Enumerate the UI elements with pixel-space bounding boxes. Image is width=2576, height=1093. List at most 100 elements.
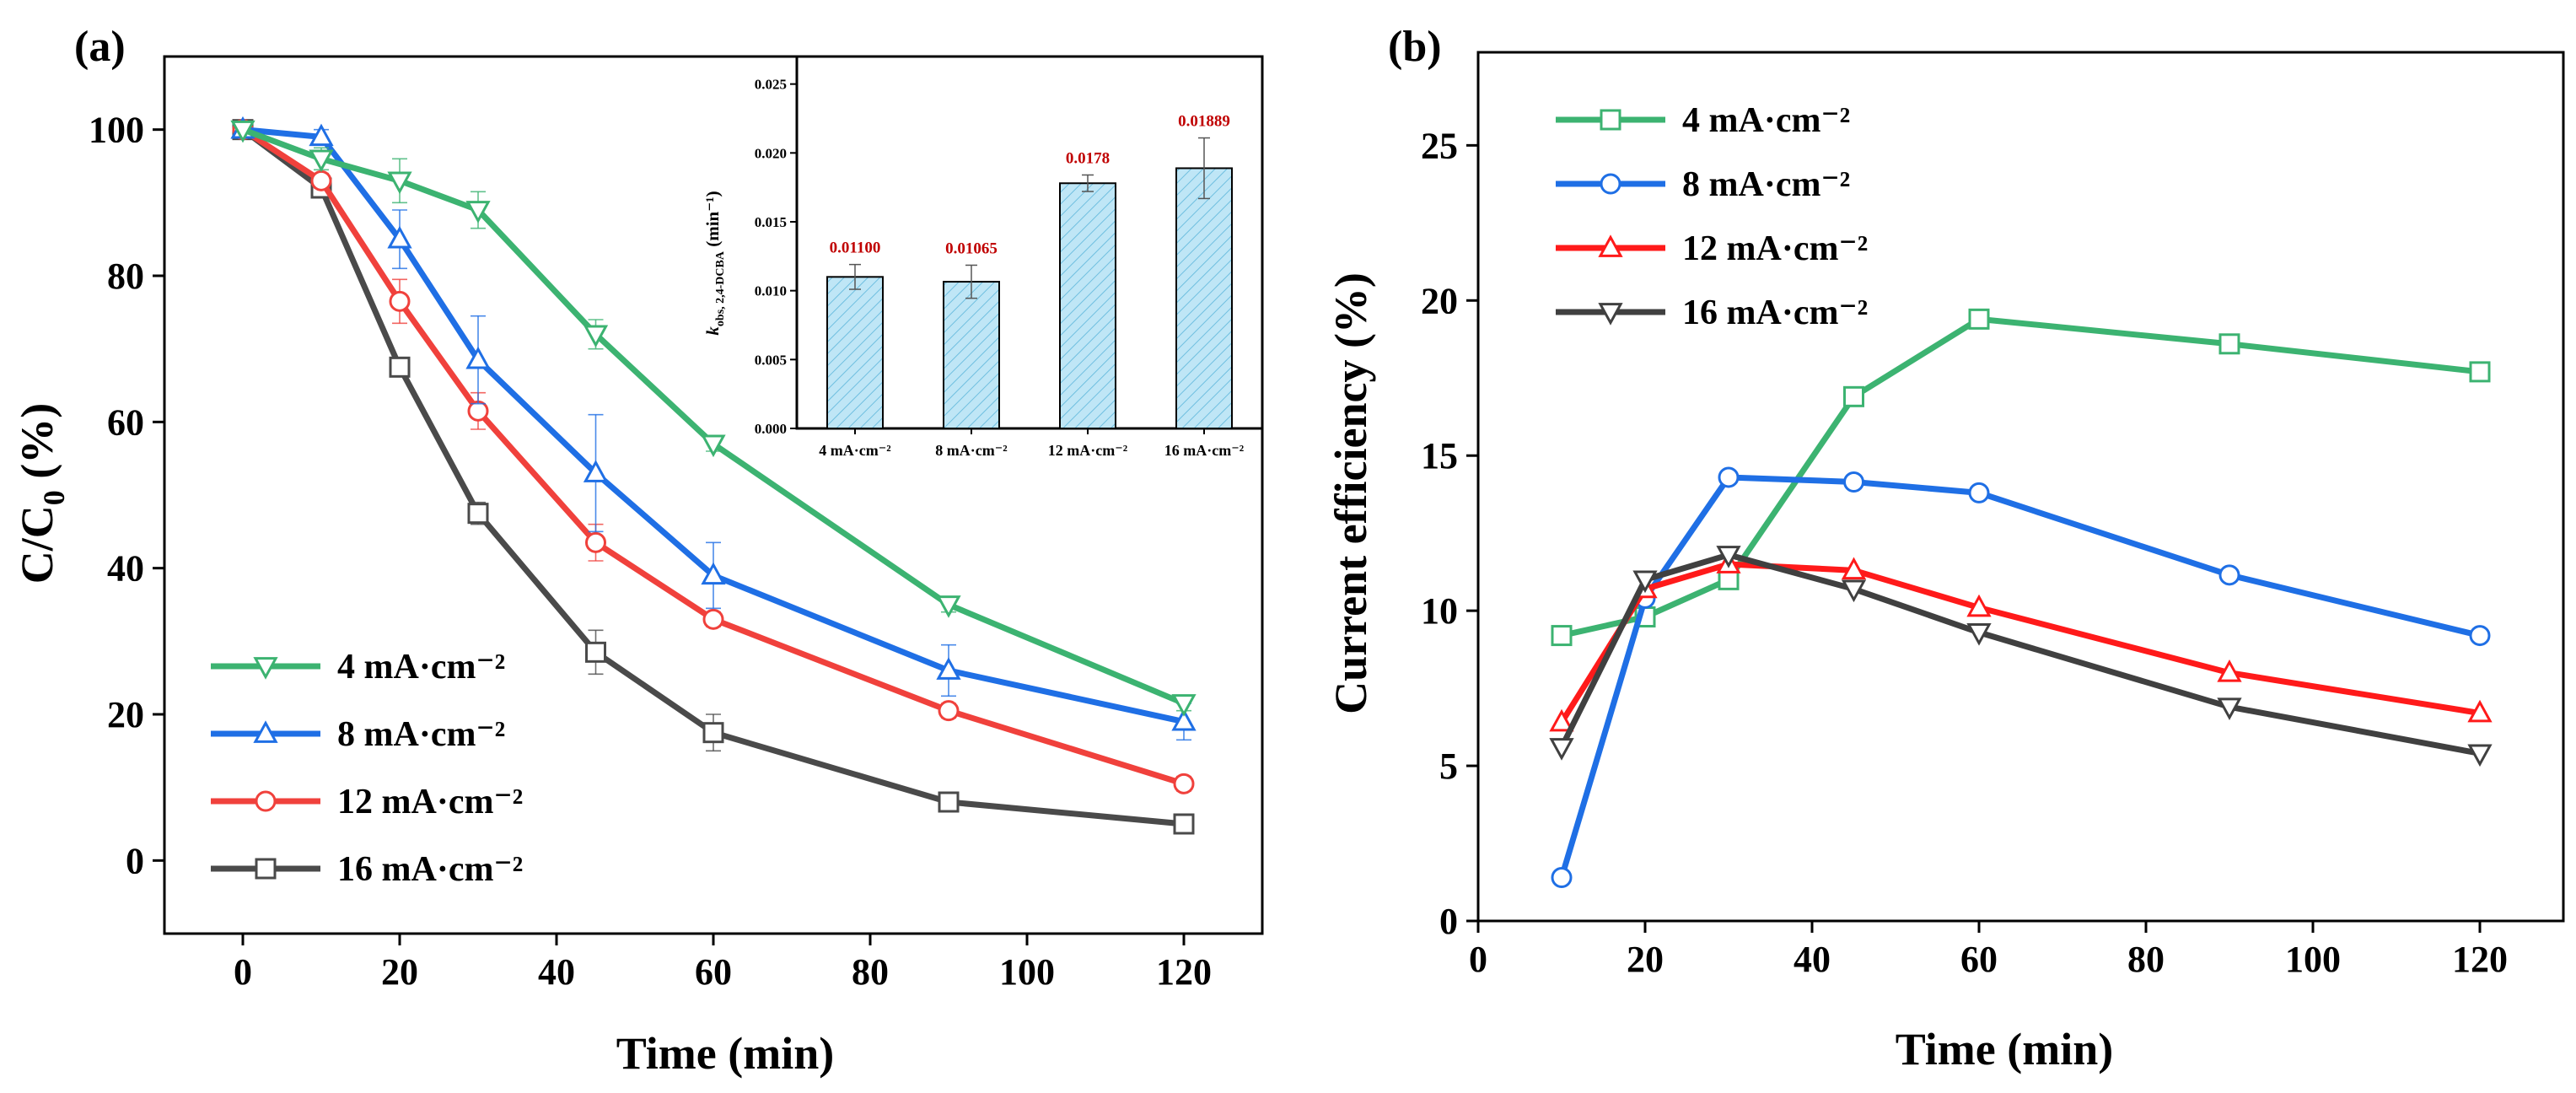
- inset-bar-value-label: 0.01100: [830, 240, 881, 257]
- panel-a-legend-label: 12 mA·cm⁻²: [337, 783, 523, 821]
- panel-b-data-point: [1966, 623, 1992, 646]
- panel-b-series-1: [1551, 466, 2491, 888]
- panel-a-data-point: [467, 400, 489, 422]
- panel-b-legend-marker: [1600, 109, 1621, 131]
- panel-b-legend-marker: [1600, 173, 1621, 195]
- panel-b-data-point: [2467, 699, 2493, 723]
- panel-a-data-point: [1173, 813, 1195, 835]
- panel-b-x-tick-label: 120: [2452, 939, 2508, 980]
- inset-bar: [943, 281, 1000, 429]
- panel-a-label: (a): [74, 23, 126, 71]
- panel-a-legend-marker: [253, 657, 278, 680]
- inset-bar-value-label: 0.01889: [1178, 113, 1230, 131]
- panel-b-x-tick-label: 20: [1627, 939, 1664, 980]
- panel-b-data-point: [2218, 333, 2240, 355]
- panel-b-data-point: [1551, 867, 1573, 888]
- panel-b-legend-marker: [1598, 303, 1623, 326]
- panel-b-y-tick-label: 20: [1421, 280, 1458, 321]
- panel-b-data-point: [1716, 546, 1741, 568]
- panel-b-series-0: [1551, 308, 2491, 647]
- inset-bar: [1059, 182, 1116, 429]
- panel-b-x-axis-title: Time (min): [1896, 1024, 2113, 1074]
- panel-b-legend-item-0: 4 mA·cm⁻²: [1556, 101, 1850, 140]
- panel-a-legend-label: 16 mA·cm⁻²: [337, 850, 523, 889]
- panel-a-legend-marker: [255, 790, 277, 812]
- panel-a-data-point: [230, 120, 255, 143]
- panel-b-legend-label: 8 mA·cm⁻²: [1682, 165, 1850, 204]
- panel-b-x-tick-label: 40: [1794, 939, 1831, 980]
- panel-b-data-point: [1549, 708, 1574, 732]
- panel-a-data-point: [936, 657, 961, 680]
- panel-a-series-line: [241, 127, 1186, 707]
- panel-a-data-point: [389, 356, 411, 378]
- inset-category-label: 12 mA·cm⁻²: [1048, 442, 1127, 459]
- panel-b-data-point: [1966, 594, 1992, 617]
- panel-a-x-tick-label: 120: [1156, 951, 1212, 993]
- panel-a-data-point: [467, 503, 489, 525]
- panel-a-data-point: [387, 225, 412, 249]
- panel-a-series-1: [230, 116, 1197, 741]
- panel-a-y-tick-label: 20: [107, 694, 144, 735]
- panel-a-data-point: [936, 595, 961, 618]
- panel-a-data-point: [938, 700, 960, 722]
- panel-a-series-line: [241, 127, 1186, 787]
- panel-a-x-tick-label: 40: [538, 951, 575, 993]
- panel-b-legend-label: 4 mA·cm⁻²: [1682, 101, 1850, 140]
- panel-a-y-axis-title: C/C0 (%): [12, 403, 71, 584]
- panel-a-data-point: [1173, 773, 1195, 794]
- panel-b-data-point: [1968, 308, 1990, 330]
- panel-a-data-point: [465, 346, 491, 369]
- panel-b-data-point: [1632, 570, 1658, 594]
- panel-b-data-point: [2467, 744, 2493, 767]
- inset-bar: [1175, 167, 1233, 429]
- panel-b-legend-label: 16 mA·cm⁻²: [1682, 293, 1868, 332]
- panel-b-data-point: [1968, 482, 1990, 503]
- panel-a-legend-marker: [253, 720, 278, 743]
- panel-b-y-tick-label: 5: [1439, 746, 1458, 787]
- panel-b-data-point: [1718, 466, 1740, 488]
- panel-a-data-point: [702, 722, 724, 744]
- panel-a-series-0: [230, 120, 1197, 717]
- panel-a-legend-item-1: 8 mA·cm⁻²: [211, 715, 505, 754]
- panel-b-data-point: [2217, 659, 2242, 682]
- panel-a-data-point: [701, 434, 726, 458]
- panel-a-data-point: [585, 641, 606, 663]
- panel-a-legend-label: 8 mA·cm⁻²: [337, 715, 505, 754]
- panel-b-data-point: [1843, 471, 1864, 493]
- panel-a-data-point: [585, 531, 606, 553]
- panel-a-y-tick-label: 60: [107, 401, 144, 443]
- panel-b-data-point: [2218, 564, 2240, 586]
- panel-a-inset-bar-chart: 0.000 0.005 0.010 0.015 0.020 0.025 0.01100 4 m…: [702, 55, 1264, 459]
- panel-a-data-point: [1171, 694, 1197, 717]
- panel-a-data-point: [389, 290, 411, 312]
- inset-bar-value-label: 0.01065: [945, 240, 998, 257]
- panel-a-x-axis-title: Time (min): [616, 1028, 834, 1079]
- panel-b-x-tick-label: 100: [2285, 939, 2341, 980]
- panel-a-data-point: [702, 608, 724, 630]
- panel-a-y-tick-label: 80: [107, 256, 144, 297]
- panel-a-series-line: [240, 127, 1185, 827]
- panel-a-data-point: [310, 170, 332, 191]
- panel-a-data-point: [309, 149, 334, 173]
- panel-a-y-tick-label: 0: [126, 840, 144, 881]
- panel-b-label: (b): [1388, 23, 1442, 71]
- panel-b-y-tick-label: 25: [1421, 125, 1458, 166]
- inset-category-label: 4 mA·cm⁻²: [819, 442, 890, 459]
- panel-b-series-3: [1549, 546, 2493, 767]
- panel-a-data-point: [701, 562, 726, 585]
- panel-b-data-point: [2217, 697, 2242, 720]
- panel-a-y-tick-label: 40: [107, 548, 144, 590]
- panel-a-y-tick-label: 100: [89, 110, 144, 151]
- panel-b-legend-item-2: 12 mA·cm⁻²: [1556, 229, 1868, 268]
- panel-a-x-tick-label: 80: [852, 951, 889, 993]
- panel-b-y-tick-label: 0: [1439, 901, 1458, 942]
- panel-b-data-point: [1843, 385, 1864, 407]
- inset-y-tick-label: 0.020: [755, 145, 787, 161]
- panel-b-data-point: [2469, 361, 2491, 383]
- panel-b-chart: (b) 0 20 40 60 80 100 120 0 5 10 15 20 25 4 mA·cm⁻² 8…: [1326, 23, 2565, 1074]
- panel-b-x-tick-label: 80: [2127, 939, 2165, 980]
- panel-b-legend-item-3: 16 mA·cm⁻²: [1556, 293, 1868, 332]
- panel-a-data-point: [465, 201, 491, 223]
- panel-a-data-point: [938, 791, 960, 813]
- inset-category-label: 8 mA·cm⁻²: [935, 442, 1007, 459]
